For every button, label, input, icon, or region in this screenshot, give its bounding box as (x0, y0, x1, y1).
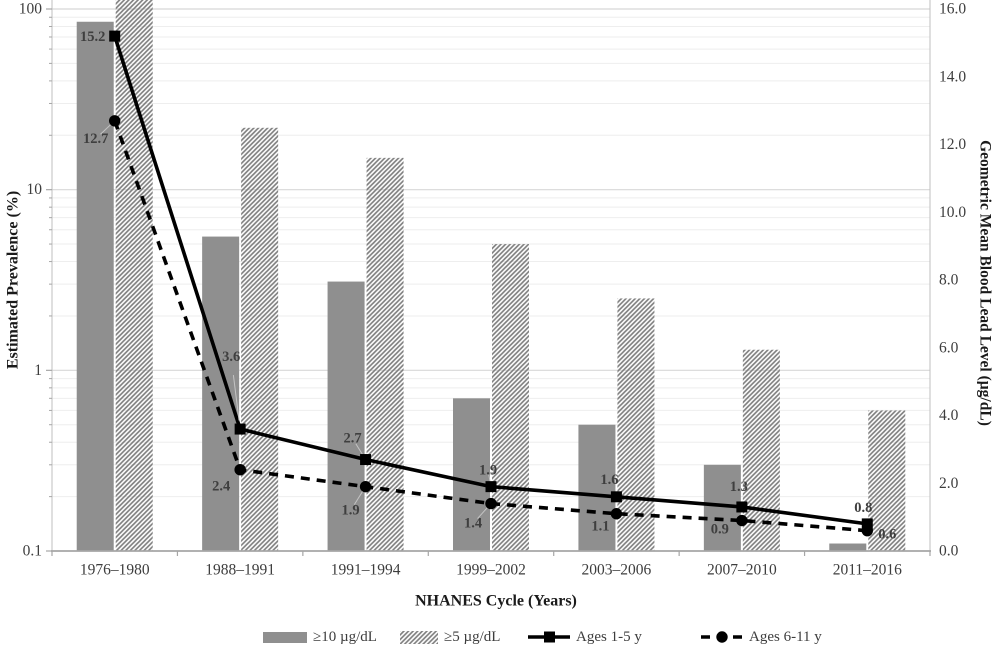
data-label: 3.6 (222, 349, 240, 365)
right-axis-tick-label: 12.0 (939, 136, 966, 153)
data-label-leader (353, 489, 365, 505)
gridlines (52, 8, 930, 498)
left-axis-tick-label: 100 (19, 1, 43, 18)
data-label: 1.1 (591, 519, 609, 535)
marker-square (861, 518, 873, 530)
data-label: 1.4 (464, 516, 482, 532)
marker-square (610, 491, 622, 503)
x-axis-category-label: 2003–2006 (582, 562, 652, 579)
data-label: 2.7 (344, 431, 362, 447)
right-axis-tick-label: 0.0 (939, 543, 959, 560)
marker-square (736, 501, 748, 513)
x-axis-category-label: 2007–2010 (707, 562, 777, 579)
marker-circle (359, 480, 372, 493)
bar-ge10-1976–1980 (76, 21, 114, 551)
bar-ge10-2011–2016 (829, 543, 867, 551)
bar-ge5-1976–1980 (115, 0, 153, 551)
x-axis-title: NHANES Cycle (Years) (415, 593, 577, 610)
data-label: 2.4 (212, 479, 230, 495)
bar-ge5-2003–2006 (617, 298, 655, 551)
marker-circle (234, 464, 246, 476)
x-axis-category-label: 1988–1991 (205, 562, 275, 579)
legend-marker-circle (716, 631, 728, 643)
bar-ge10-1988–1991 (202, 236, 240, 552)
marker-circle (610, 508, 623, 520)
marker-square (485, 481, 497, 493)
right-axis-tick-label: 14.0 (939, 68, 966, 85)
bar-ge10-1999–2002 (453, 398, 490, 551)
data-label: 12.7 (83, 131, 108, 147)
marker-square (360, 454, 372, 466)
legend-label-ages-6-11: Ages 6-11 y (749, 629, 822, 645)
bar-ge5-1991–1994 (366, 157, 404, 551)
legend-swatch-ge10 (263, 632, 307, 643)
line-series-group (100, 30, 873, 537)
marker-circle (485, 497, 497, 510)
right-axis-tick-label: 16.0 (939, 1, 966, 18)
right-axis-title: Geometric Mean Blood Lead Level (µg/dL) (977, 140, 994, 426)
x-axis-category-label: 2011–2016 (833, 562, 902, 579)
legend-label-ge5: ≥5 µg/dL (444, 629, 500, 645)
x-axis-category-label: 1976–1980 (80, 562, 150, 579)
left-axis-title: Estimated Prevalence (%) (5, 191, 22, 369)
marker-square (234, 423, 246, 435)
data-label: 1.6 (600, 472, 618, 488)
marker-circle (736, 514, 748, 527)
right-axis-tick-label: 6.0 (939, 339, 959, 356)
bar-ge10-2003–2006 (578, 424, 616, 551)
data-label: 0.9 (711, 522, 729, 538)
data-label-leader (477, 505, 490, 519)
legend-marker-square (544, 631, 555, 643)
bar-ge5-1988–1991 (241, 127, 279, 551)
legend-swatch-ge5 (400, 631, 438, 644)
x-axis-category-label: 1991–1994 (331, 562, 401, 579)
data-label: 15.2 (80, 29, 105, 45)
data-label-leader (100, 122, 113, 135)
legend-label-ge10: ≥10 µg/dL (313, 629, 377, 645)
left-axis-tick-label: 10 (27, 181, 43, 198)
bar-ge10-1991–1994 (327, 281, 365, 551)
marker-square (109, 30, 121, 42)
data-label: 1.3 (730, 479, 748, 495)
left-axis-tick-label: 0.1 (23, 543, 42, 560)
left-axis-tick-label: 1 (34, 362, 42, 379)
marker-circle (861, 524, 873, 537)
axes (46, 0, 931, 556)
right-axis-tick-label: 2.0 (939, 475, 959, 492)
data-label: 1.9 (342, 503, 360, 519)
legend-label-ages-1-5: Ages 1-5 y (576, 629, 642, 645)
data-label-leader (232, 374, 240, 421)
right-axis-tick-label: 8.0 (939, 272, 959, 289)
data-label: 1.9 (479, 463, 497, 479)
bar-ge5-2011–2016 (868, 410, 906, 551)
marker-circle (109, 115, 121, 127)
data-label: 0.6 (878, 527, 896, 543)
legend (263, 631, 743, 644)
bar-ge5-1999–2002 (492, 244, 529, 552)
right-axis-tick-label: 10.0 (939, 204, 966, 221)
x-axis-category-label: 1999–2002 (456, 562, 526, 579)
data-label: 0.8 (854, 500, 872, 516)
right-axis-tick-label: 4.0 (939, 407, 959, 424)
bar-ge5-2007–2010 (742, 349, 780, 551)
